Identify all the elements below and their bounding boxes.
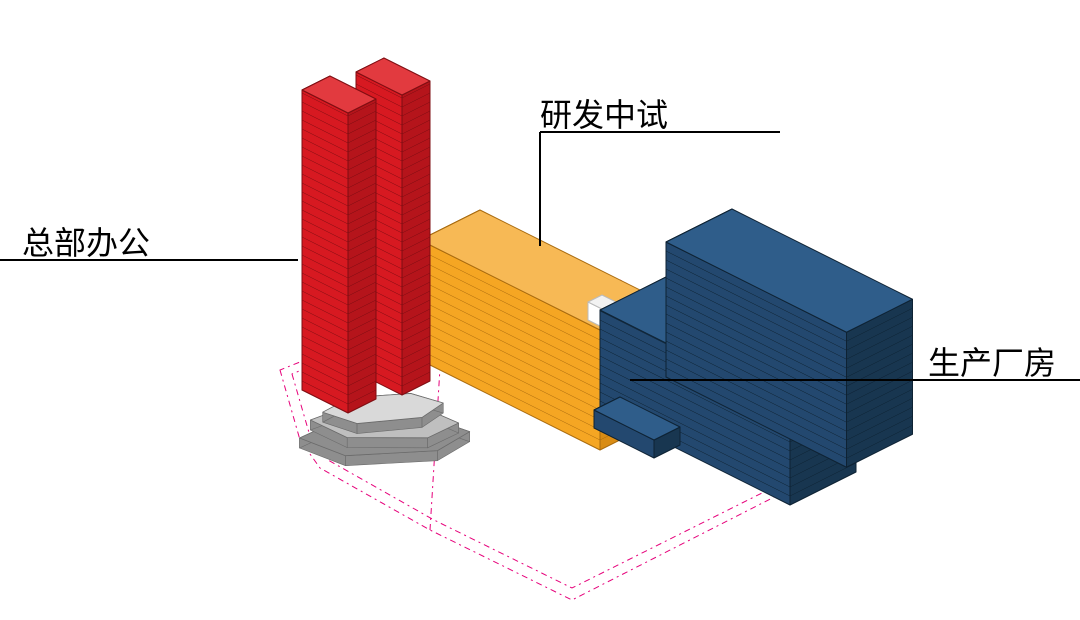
- label-hq-text: 总部办公: [22, 225, 150, 261]
- label-rnd: 研发中试: [540, 90, 668, 136]
- label-rnd-text: 研发中试: [540, 97, 668, 133]
- label-factory: 生产厂房: [928, 338, 1056, 384]
- diagram-stage: 总部办公 研发中试 生产厂房: [0, 0, 1080, 620]
- label-factory-text: 生产厂房: [928, 345, 1056, 381]
- label-hq: 总部办公: [22, 218, 150, 264]
